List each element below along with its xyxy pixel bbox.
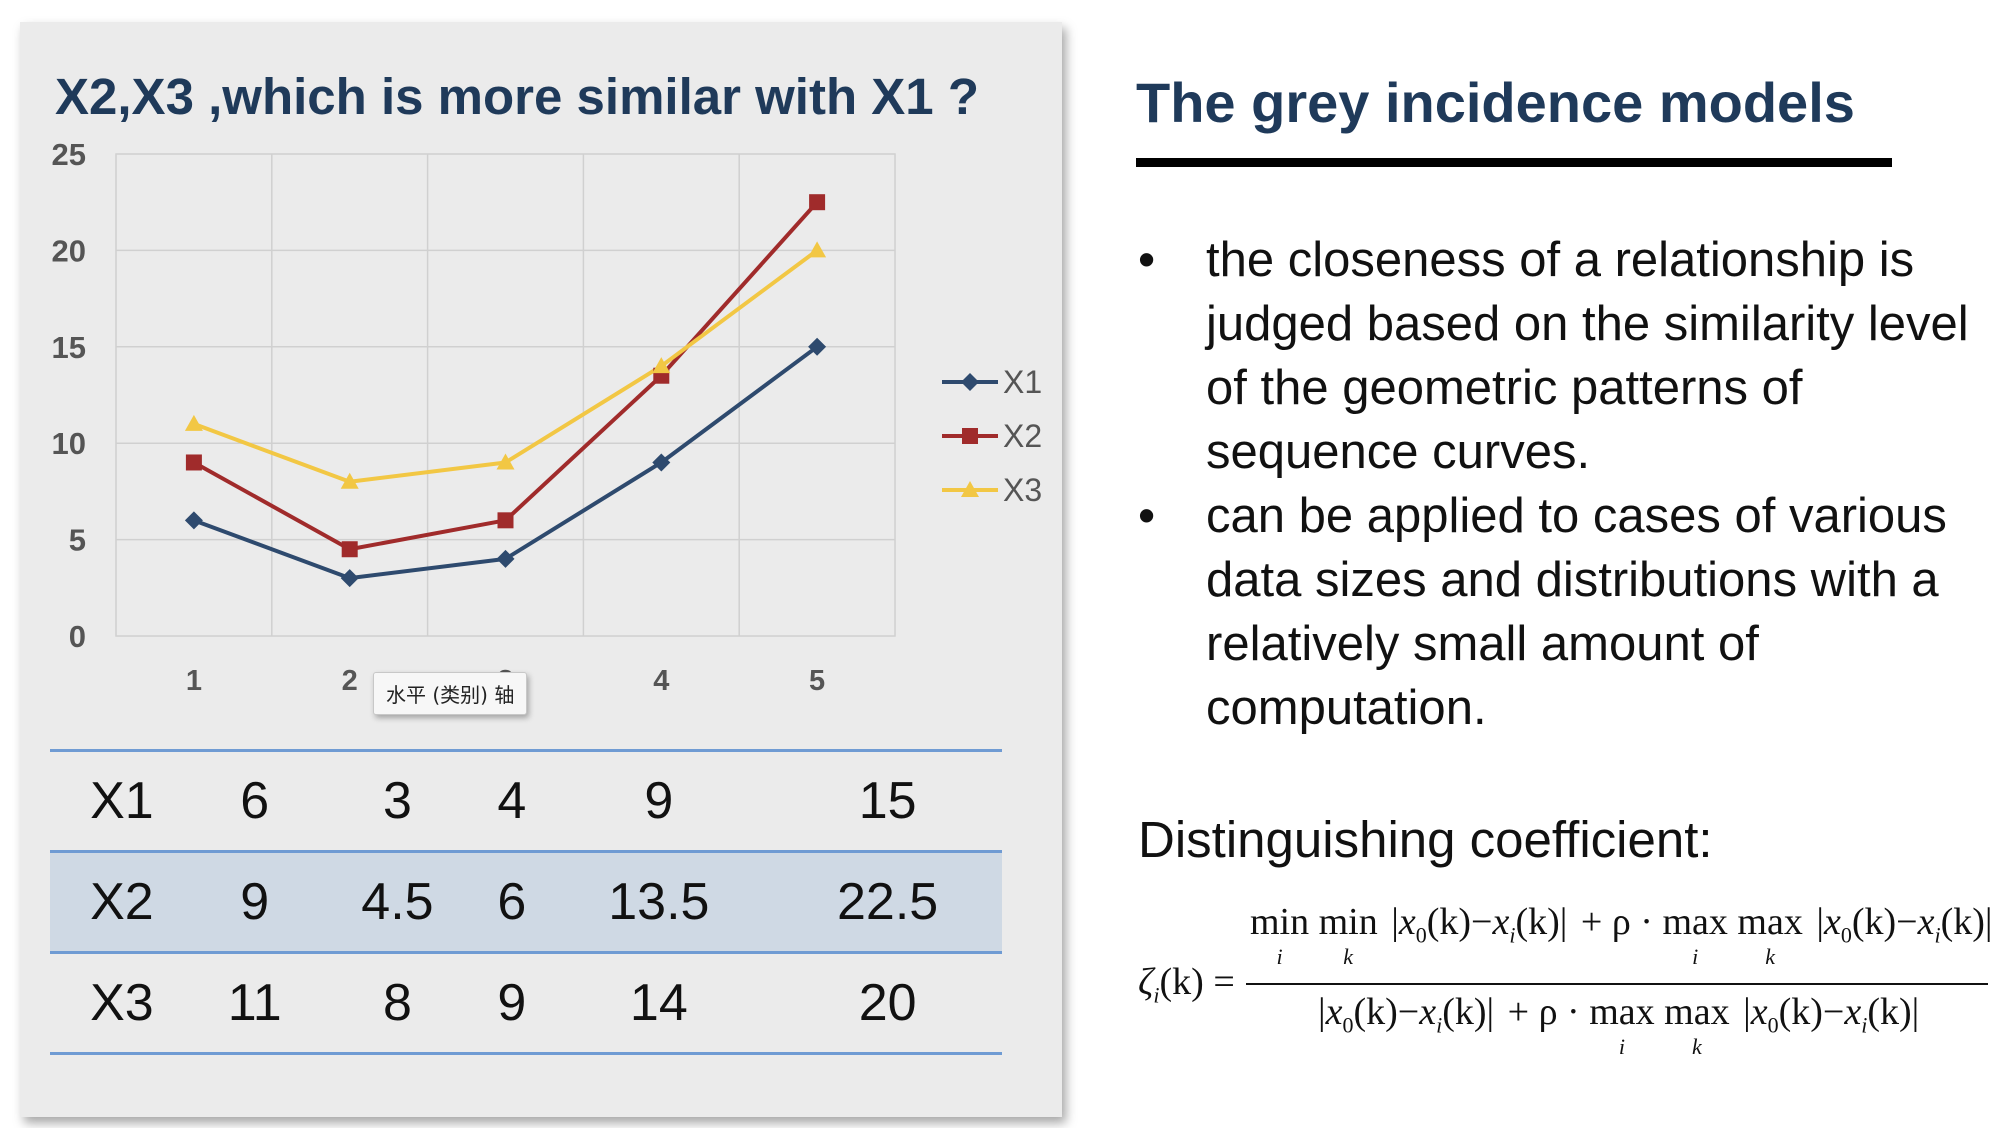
data-point-x1 [496,549,515,568]
y-tick-label: 5 [69,523,86,558]
row-label: X1 [50,749,194,853]
table-cell: 9 [193,851,316,954]
table-cell: 13.5 [544,851,774,954]
x-tick-label: 4 [653,665,669,697]
table-row: X2 9 4.5 6 13.5 22.5 [50,851,1002,954]
table-cell: 9 [479,952,545,1055]
data-point-x3 [652,357,671,374]
table-cell: 15 [773,749,1002,853]
heading-underline [1136,158,1892,167]
formula-denominator: |x0(k)−xi(k)| + ρ · max i max k |x0(k)−xi(… [1318,991,1920,1059]
data-point-x2 [341,541,358,558]
table-cell: 6 [193,749,316,853]
bullet-item: • can be applied to cases of various dat… [1136,484,1996,740]
x-tick-label: 2 [342,665,358,697]
legend-marker [961,481,979,497]
section-heading: The grey incidence models [1136,71,1855,134]
data-point-x3 [340,472,359,489]
table-cell: 20 [773,952,1002,1055]
legend-label: X2 [1003,418,1042,454]
axis-tooltip: 水平 (类别) 轴 [373,672,528,715]
coefficient-label: Distinguishing coefficient: [1138,811,1713,868]
chart-title: X2,X3 ,which is more similar with X1 ? [55,68,979,125]
table-cell: 4.5 [315,851,480,954]
data-point-x2 [185,454,202,471]
formula-lhs: ζi(k) = [1138,961,1235,1008]
line-chart: 051015202512345X1X2X3 [52,137,1043,697]
table-cell: 6 [479,851,545,954]
series-line-x3 [193,248,819,484]
table-cell: 8 [315,952,480,1055]
y-tick-label: 0 [69,619,86,654]
bullet-item: • the closeness of a relationship is jud… [1136,228,1996,484]
table-cell: 14 [544,952,774,1055]
x-tick-label: 5 [809,665,825,697]
row-label: X2 [50,851,194,954]
fraction-bar [1246,983,1988,985]
row-label: X3 [50,952,194,1055]
data-point-x3 [496,453,515,470]
legend-marker [961,373,979,391]
data-point-x3 [808,241,827,258]
data-point-x2 [497,512,514,529]
legend-marker [962,428,978,444]
data-point-x1 [184,511,203,530]
distinguishing-coefficient-formula: ζi(k) = min i min k |x0(k)−xi(k)| + ρ · ma… [1138,900,1998,1080]
data-point-x3 [184,414,203,431]
y-tick-label: 20 [52,233,86,268]
x-tick-label: 1 [186,665,202,697]
table-cell: 3 [315,749,480,853]
data-table: X1 6 3 4 9 15 X2 9 4.5 6 13.5 22.5 X3 11 8 9 14 20 [50,749,1002,1055]
plot-area [115,153,896,637]
data-point-x2 [809,194,826,211]
table-row: X1 6 3 4 9 15 [50,749,1002,853]
series-line-x2 [192,200,819,552]
bullet-marker: • [1138,233,1156,287]
bullet-list: • the closeness of a relationship is jud… [1136,228,1996,740]
table-cell: 11 [193,952,316,1055]
data-point-x1 [340,569,359,588]
table-cell: 9 [544,749,774,853]
left-panel: X2,X3 ,which is more similar with X1 ? 0… [20,22,1062,1117]
legend-label: X1 [1003,364,1042,400]
data-point-x1 [808,337,827,356]
bullet-text: can be applied to cases of various data … [1206,489,1947,735]
legend-label: X3 [1003,472,1042,508]
y-tick-label: 15 [52,330,86,365]
data-point-x1 [652,453,671,472]
formula-numerator: min i min k |x0(k)−xi(k)| + ρ · max i max k … [1250,901,1993,969]
table-cell: 22.5 [773,851,1002,954]
table-cell: 4 [479,749,545,853]
y-tick-label: 10 [52,426,86,461]
bullet-marker: • [1138,489,1156,543]
table-row: X3 11 8 9 14 20 [50,952,1002,1055]
bullet-text: the closeness of a relationship is judge… [1206,233,1969,479]
y-tick-label: 25 [52,137,86,172]
